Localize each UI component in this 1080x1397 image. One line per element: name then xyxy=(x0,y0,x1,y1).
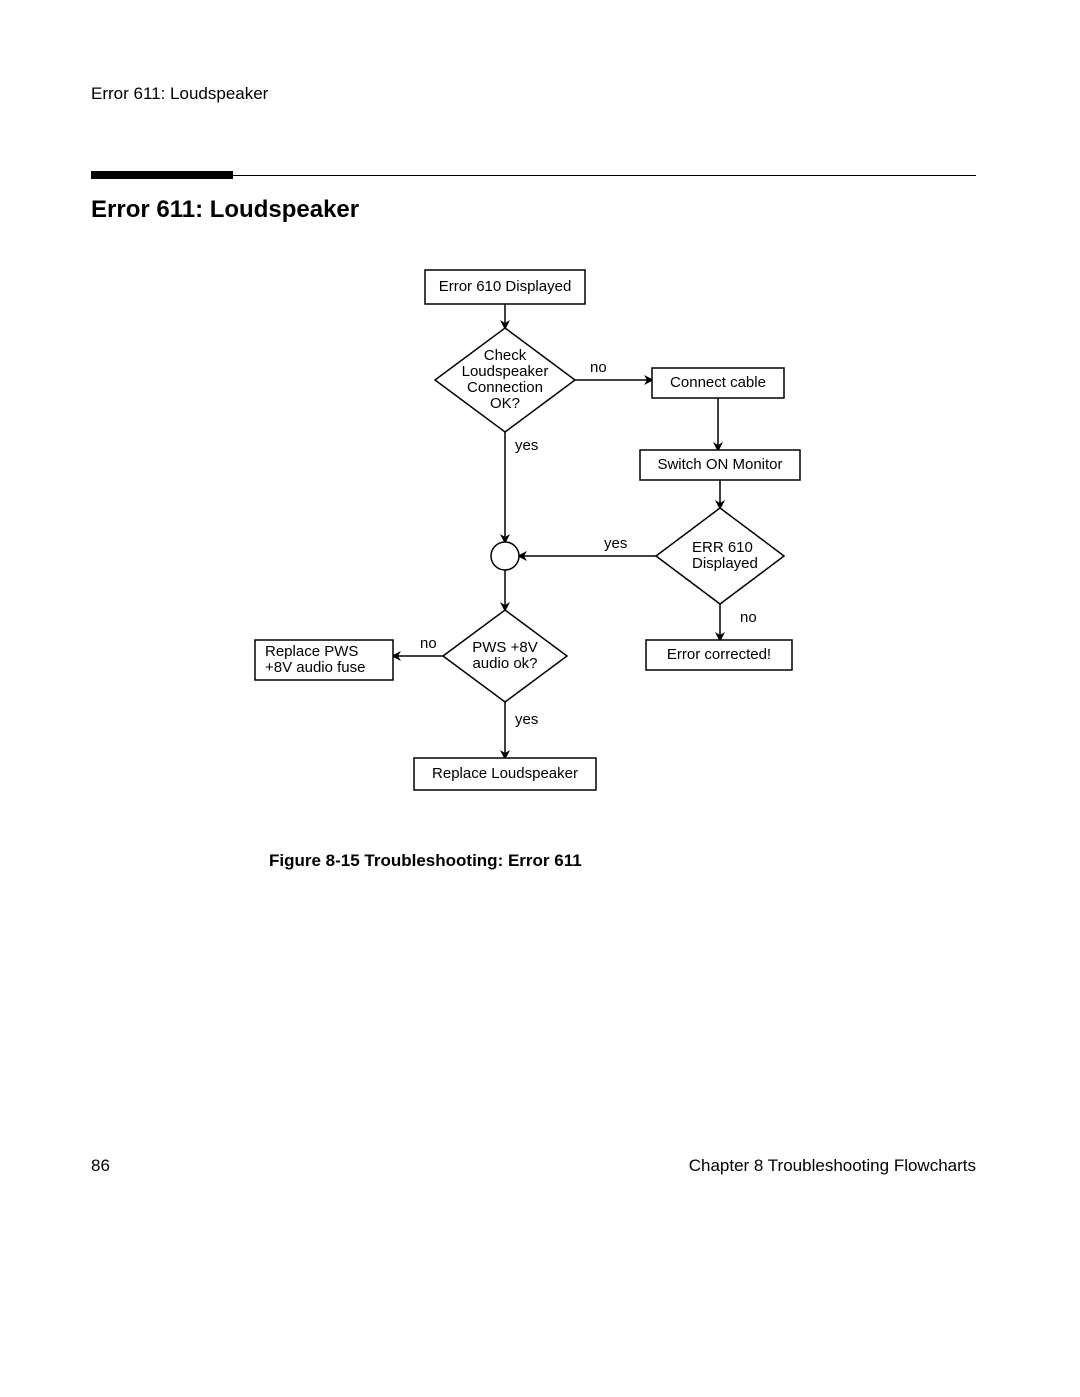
node-replloud: Replace Loudspeaker xyxy=(414,758,596,790)
node-text: Displayed xyxy=(692,555,758,572)
node-conn xyxy=(491,542,519,570)
node-text: OK? xyxy=(490,395,520,412)
node-connect: Connect cable xyxy=(652,368,784,398)
edge-label: no xyxy=(420,635,437,652)
edge-label: yes xyxy=(515,437,538,454)
edge-label: yes xyxy=(515,711,538,728)
node-text: Replace PWS xyxy=(265,643,358,660)
node-text: Check xyxy=(484,347,527,364)
node-text: Loudspeaker xyxy=(462,363,549,380)
node-corrected: Error corrected! xyxy=(646,640,792,670)
edge-label: yes xyxy=(604,535,627,552)
node-text: +8V audio fuse xyxy=(265,659,366,676)
node-err610: ERR 610Displayed xyxy=(656,508,784,604)
edge-label: no xyxy=(590,359,607,376)
node-text: Error corrected! xyxy=(667,646,771,663)
flowchart: no yes yes no no yes Error 610 Displayed Check… xyxy=(0,0,1080,820)
node-replpws: Replace PWS+8V audio fuse xyxy=(255,640,393,680)
figure-caption: Figure 8-15 Troubleshooting: Error 611 xyxy=(269,851,582,871)
page: Error 611: Loudspeaker Error 611: Loudsp… xyxy=(0,0,1080,1397)
node-switchon: Switch ON Monitor xyxy=(640,450,800,480)
node-check: CheckLoudspeakerConnectionOK? xyxy=(435,328,575,432)
node-text: Connect cable xyxy=(670,374,766,391)
edge-label: no xyxy=(740,609,757,626)
node-text: Switch ON Monitor xyxy=(657,456,782,473)
node-pws: PWS +8Vaudio ok? xyxy=(443,610,567,702)
node-text: Error 610 Displayed xyxy=(439,278,572,295)
node-text: Replace Loudspeaker xyxy=(432,765,578,782)
page-number: 86 xyxy=(91,1156,110,1176)
node-text: PWS +8V xyxy=(472,639,537,656)
node-text: Connection xyxy=(467,379,543,396)
chapter-footer: Chapter 8 Troubleshooting Flowcharts xyxy=(689,1156,976,1176)
node-text: ERR 610 xyxy=(692,539,753,556)
node-text: audio ok? xyxy=(472,655,537,672)
node-start: Error 610 Displayed xyxy=(425,270,585,304)
